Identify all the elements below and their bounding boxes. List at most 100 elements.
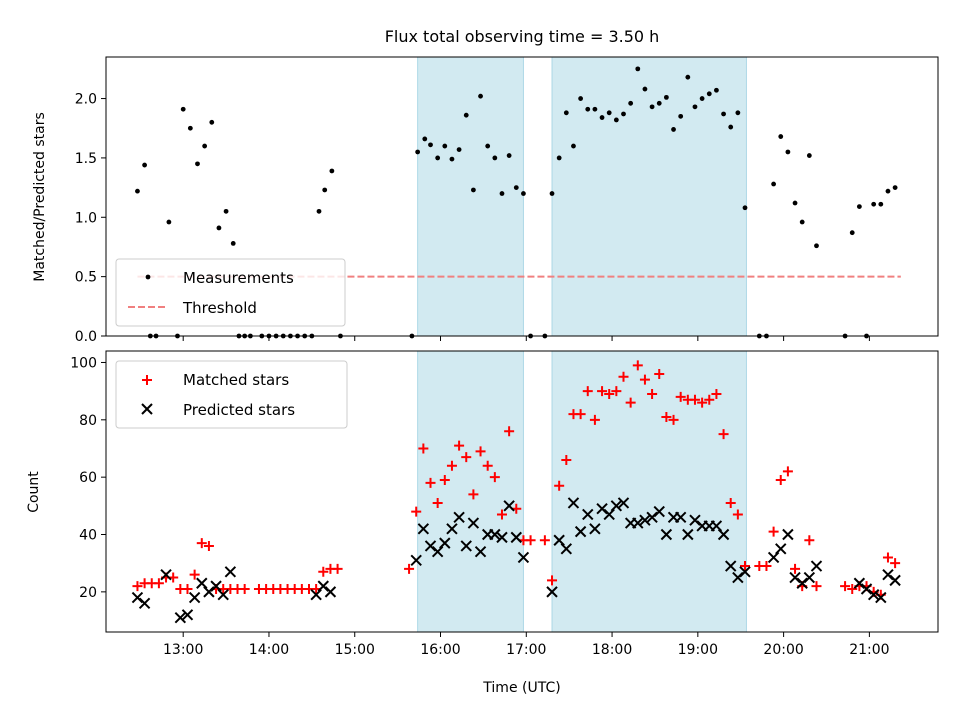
predicted-star-point xyxy=(324,586,337,598)
bottom-plot-marks xyxy=(131,360,901,624)
measurement-point xyxy=(635,66,641,72)
predicted-star-point xyxy=(560,543,573,555)
x-tick-label: 17:00 xyxy=(506,642,546,658)
measurement-point xyxy=(685,74,691,80)
measurement-point xyxy=(621,111,626,117)
matched-star-point xyxy=(153,578,164,589)
predicted-star-point xyxy=(474,546,487,558)
y-tick-label: 1.5 xyxy=(75,151,97,167)
measurement-point xyxy=(656,100,662,106)
x-axis-label: Time (UTC) xyxy=(482,680,560,696)
matched-star-point xyxy=(768,526,779,537)
predicted-star-point xyxy=(739,566,751,578)
predicted-star-point xyxy=(196,577,208,589)
matched-star-point xyxy=(625,397,636,408)
top-legend: Measurements Threshold xyxy=(115,258,346,327)
predicted-star-point xyxy=(489,528,501,541)
y-tick-label: 20 xyxy=(79,585,97,601)
predicted-star-point xyxy=(617,497,630,509)
measurement-point xyxy=(721,111,726,117)
matched-star-point xyxy=(418,443,429,454)
matched-star-point xyxy=(475,446,486,457)
matched-star-point xyxy=(618,371,629,382)
measurement-point xyxy=(663,94,669,100)
measurement-point xyxy=(606,110,612,116)
x-tick-label: 21:00 xyxy=(849,642,889,658)
matched-star-point xyxy=(411,506,422,517)
measurement-point xyxy=(728,124,734,130)
measurement-point xyxy=(329,168,335,174)
predicted-star-point xyxy=(160,568,172,581)
x-tick-label: 14:00 xyxy=(249,642,289,658)
matched-star-point xyxy=(804,535,815,546)
matched-star-point xyxy=(604,389,615,400)
predicted-star-point xyxy=(639,514,651,526)
measurement-point xyxy=(592,106,598,112)
predicted-star-point xyxy=(810,560,823,572)
matched-star-point xyxy=(639,374,650,385)
matched-star-point xyxy=(454,440,465,451)
matched-star-point xyxy=(697,397,708,408)
top-axes-ticks: 0.0 0.5 1.0 1.5 2.0 xyxy=(75,92,870,345)
legend-matched-label: Matched stars xyxy=(183,371,289,389)
matched-star-point xyxy=(547,575,558,586)
predicted-star-point xyxy=(782,528,794,541)
measurement-point xyxy=(599,115,605,120)
matched-star-point xyxy=(718,429,729,440)
measurement-point xyxy=(142,162,147,168)
measurement-point xyxy=(871,201,877,207)
y-tick-label: 1.0 xyxy=(75,210,97,226)
bottom-axes-ticks: 13:00 14:00 15:00 16:00 17:00 18:00 19:00 20:00… xyxy=(70,355,889,658)
measurement-point xyxy=(642,86,648,92)
measurement-point xyxy=(478,93,483,99)
measurement-point xyxy=(714,87,719,93)
legend-measurements-label: Measurements xyxy=(183,269,294,287)
y-tick-label: 2.0 xyxy=(75,92,97,108)
predicted-star-point xyxy=(217,589,229,601)
x-tick-label: 15:00 xyxy=(335,642,375,658)
predicted-star-point xyxy=(674,511,687,524)
measurement-point xyxy=(456,147,462,153)
top-y-axis-label: Matched/Predicted stars xyxy=(32,112,48,282)
predicted-star-point xyxy=(446,523,458,535)
x-tick-label: 19:00 xyxy=(678,642,718,658)
measurement-point xyxy=(556,155,562,161)
matched-star-point xyxy=(589,414,600,425)
predicted-star-point xyxy=(188,591,201,604)
highlight-span-1 xyxy=(551,56,747,337)
matched-star-point xyxy=(554,480,565,491)
measurement-point xyxy=(485,143,491,149)
predicted-star-point xyxy=(574,525,587,538)
measurement-point xyxy=(166,219,172,225)
y-tick-label: 80 xyxy=(79,413,97,429)
predicted-star-point xyxy=(174,611,187,624)
legend-predicted-label: Predicted stars xyxy=(183,401,295,419)
matched-star-point xyxy=(725,497,736,508)
matched-star-point xyxy=(811,581,822,592)
matched-star-point xyxy=(704,394,715,405)
matched-star-point xyxy=(196,538,207,549)
measurement-point xyxy=(549,191,555,196)
matched-star-point xyxy=(668,414,679,425)
matched-star-point xyxy=(847,583,858,594)
measurement-point xyxy=(699,96,705,101)
measurement-point xyxy=(422,136,428,142)
matched-star-point xyxy=(611,386,622,397)
measurement-point xyxy=(195,161,200,167)
measurement-point xyxy=(571,143,576,149)
legend-matched-marker xyxy=(142,375,152,385)
matched-star-point xyxy=(203,540,214,551)
predicted-star-point xyxy=(410,554,422,567)
predicted-star-point xyxy=(453,511,465,524)
measurement-point xyxy=(856,204,862,209)
x-tick-label: 13:00 xyxy=(163,642,203,658)
measurement-point xyxy=(585,106,591,112)
measurement-point xyxy=(449,156,455,162)
measurement-point xyxy=(578,96,584,101)
matched-star-point xyxy=(654,368,665,379)
predicted-star-point xyxy=(503,500,515,512)
measurement-point xyxy=(415,149,421,155)
matched-star-point xyxy=(890,558,901,569)
predicted-star-point xyxy=(224,566,237,578)
matched-star-point xyxy=(561,454,572,465)
